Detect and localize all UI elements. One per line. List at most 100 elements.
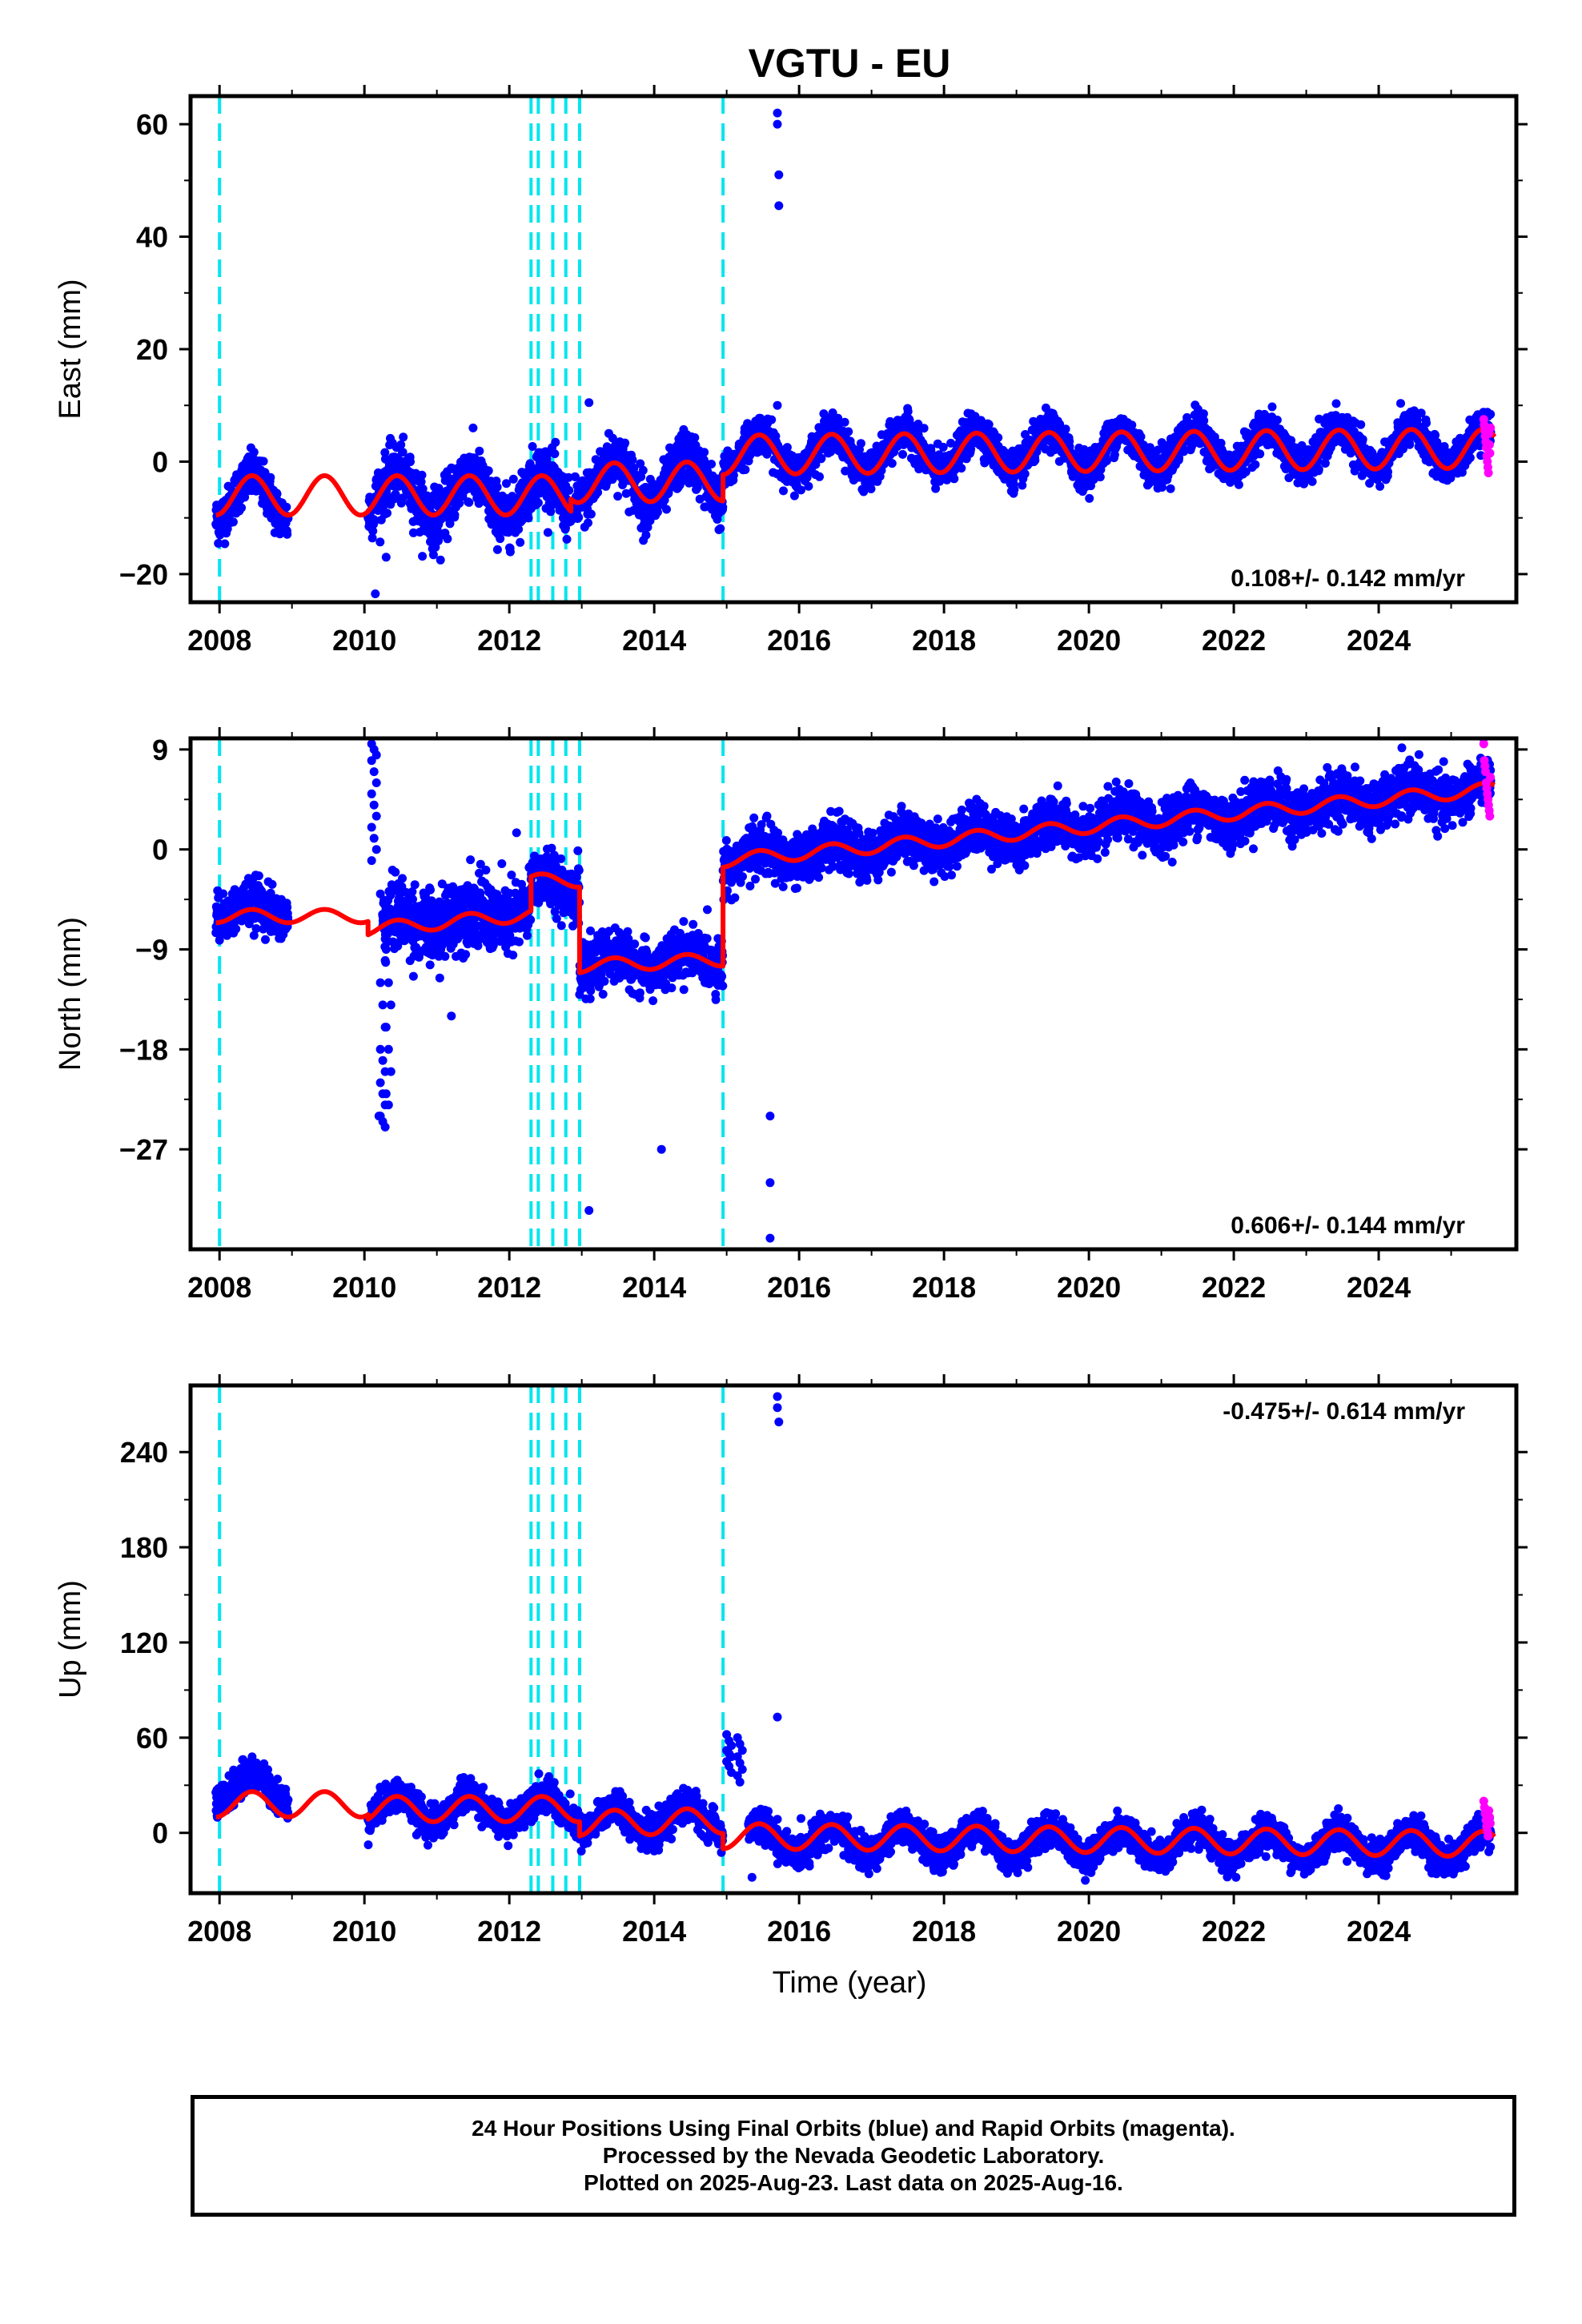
final-point <box>564 485 574 495</box>
final-point <box>707 460 717 468</box>
final-point <box>228 517 238 527</box>
final-point <box>468 423 478 432</box>
final-point <box>391 489 400 499</box>
final-point <box>464 497 474 507</box>
final-point <box>950 474 959 484</box>
outlier-point <box>774 201 784 211</box>
final-point <box>533 498 543 508</box>
final-point <box>428 550 438 560</box>
final-point <box>856 439 865 448</box>
final-point <box>938 442 948 452</box>
final-point <box>700 448 709 457</box>
final-point <box>550 449 560 459</box>
x-tick-label: 2012 <box>477 624 541 657</box>
rapid-point <box>1486 423 1496 432</box>
x-tick-label: 2022 <box>1202 624 1266 657</box>
final-point <box>543 449 552 459</box>
final-point <box>543 528 552 537</box>
plot-area <box>211 96 1497 602</box>
final-point <box>398 448 408 457</box>
rapid-point <box>1485 448 1495 458</box>
final-point <box>1010 485 1019 494</box>
final-point <box>613 492 623 501</box>
final-point <box>690 433 700 442</box>
final-point <box>628 455 637 464</box>
final-point <box>418 552 428 561</box>
x-tick-label: 2014 <box>622 624 686 657</box>
final-point <box>1030 456 1040 465</box>
final-point <box>994 433 1003 442</box>
final-point <box>1375 481 1385 491</box>
final-point <box>406 457 415 467</box>
final-point <box>367 533 377 543</box>
final-points-series <box>211 108 1496 598</box>
final-point <box>957 464 966 473</box>
final-point <box>804 481 813 491</box>
final-point <box>443 534 452 544</box>
final-point <box>1267 402 1277 412</box>
final-point <box>551 437 560 447</box>
final-point <box>380 448 390 457</box>
east-panel: 2008 2010 2012 2014 2016 2018 2020 2022 2024−200… <box>54 85 1528 657</box>
final-point <box>396 440 406 449</box>
final-point <box>1356 420 1366 429</box>
final-point <box>844 427 853 436</box>
final-point <box>1307 476 1317 486</box>
final-point <box>638 465 648 475</box>
final-point <box>729 470 738 480</box>
final-point <box>815 472 824 481</box>
final-point <box>716 524 725 533</box>
final-point <box>898 449 907 459</box>
final-point <box>399 432 408 442</box>
final-point <box>1255 449 1265 459</box>
final-point <box>368 526 378 536</box>
final-point <box>1331 399 1341 408</box>
final-point <box>450 510 460 520</box>
outlier-point <box>436 555 445 565</box>
final-point <box>282 502 291 512</box>
final-point <box>662 505 671 514</box>
final-point <box>370 517 379 526</box>
x-tick-label: 2008 <box>187 624 251 657</box>
final-point <box>584 518 592 528</box>
final-point <box>528 442 537 451</box>
final-point <box>220 539 230 549</box>
final-point <box>272 489 282 499</box>
final-point <box>240 493 250 502</box>
final-point <box>408 528 418 537</box>
final-point <box>586 509 596 519</box>
final-point <box>779 486 788 496</box>
final-point <box>782 443 792 452</box>
final-point <box>1422 418 1431 428</box>
final-point <box>1272 416 1282 424</box>
final-point <box>1199 416 1209 425</box>
outlier-point <box>773 108 782 118</box>
final-point <box>417 470 427 480</box>
final-point <box>887 459 897 468</box>
final-point <box>475 446 484 456</box>
final-point <box>1465 453 1475 463</box>
final-point <box>455 499 464 508</box>
final-point <box>1234 480 1243 489</box>
outlier-point <box>639 536 648 545</box>
final-point <box>214 539 223 548</box>
final-point <box>416 477 426 487</box>
final-point <box>283 529 292 539</box>
final-point <box>718 502 728 512</box>
final-point <box>562 534 572 544</box>
final-point <box>1396 399 1405 408</box>
final-point <box>593 488 603 497</box>
outlier-point <box>371 589 380 598</box>
outlier-point <box>773 400 782 410</box>
final-point <box>1020 469 1030 479</box>
final-point <box>516 537 525 547</box>
final-point <box>445 519 455 529</box>
final-point <box>636 459 645 468</box>
final-point <box>574 513 584 522</box>
final-point <box>571 472 580 481</box>
final-point <box>524 513 533 523</box>
final-point <box>564 472 573 482</box>
final-point <box>1314 464 1323 474</box>
plot-frame <box>188 94 1519 605</box>
